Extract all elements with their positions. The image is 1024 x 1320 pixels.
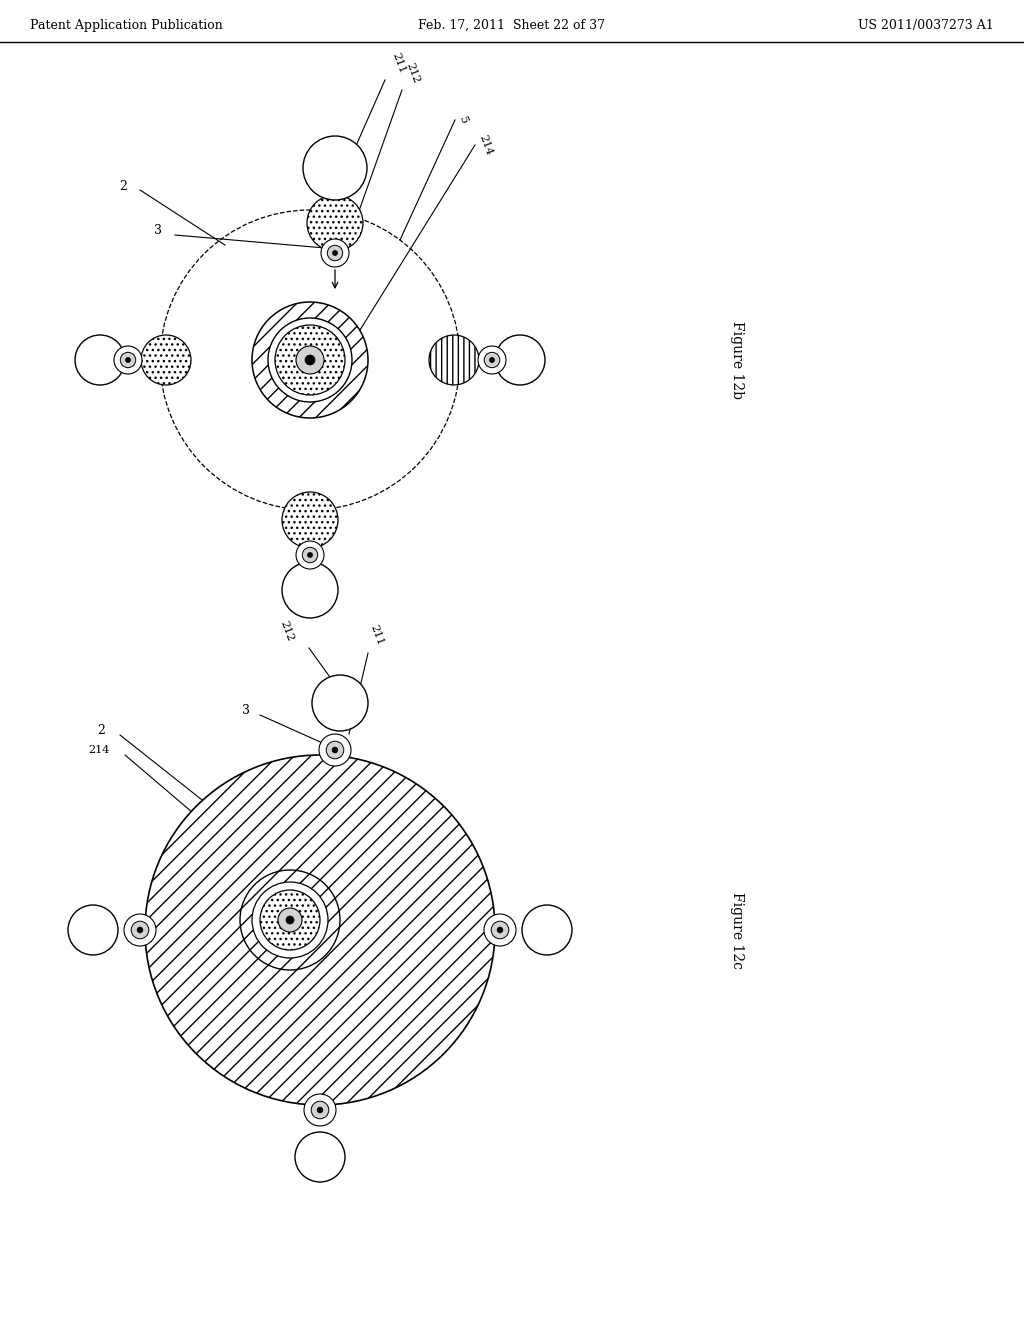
Circle shape [484,352,500,368]
Circle shape [312,675,368,731]
Circle shape [260,890,319,950]
Circle shape [282,492,338,548]
Circle shape [145,755,495,1105]
Text: 5: 5 [457,115,469,125]
Circle shape [307,195,362,251]
Circle shape [305,355,315,366]
Text: 3: 3 [154,223,162,236]
Circle shape [114,346,142,374]
Circle shape [296,541,324,569]
Circle shape [126,358,130,363]
Circle shape [321,239,349,267]
Circle shape [478,346,506,374]
Text: 212: 212 [404,62,421,84]
Circle shape [240,870,340,970]
Text: 214: 214 [477,133,494,157]
Circle shape [302,548,317,562]
Text: 2: 2 [97,723,105,737]
Circle shape [484,913,516,946]
Circle shape [268,318,352,403]
Circle shape [75,335,125,385]
Text: 214: 214 [89,744,110,755]
Circle shape [489,358,495,363]
Circle shape [295,1133,345,1181]
Text: 3: 3 [242,704,250,717]
Circle shape [429,335,479,385]
Circle shape [303,136,367,201]
Circle shape [124,913,156,946]
Circle shape [282,562,338,618]
Circle shape [120,352,136,368]
Circle shape [332,747,338,752]
Circle shape [137,927,143,933]
Circle shape [296,346,324,374]
Circle shape [286,916,294,924]
Text: Patent Application Publication: Patent Application Publication [30,18,223,32]
Circle shape [311,1101,329,1119]
Circle shape [333,251,338,256]
Text: 211: 211 [390,51,407,75]
Circle shape [275,325,345,395]
Circle shape [328,246,343,261]
Circle shape [327,742,344,759]
Text: US 2011/0037273 A1: US 2011/0037273 A1 [858,18,994,32]
Text: Feb. 17, 2011  Sheet 22 of 37: Feb. 17, 2011 Sheet 22 of 37 [419,18,605,32]
Circle shape [495,335,545,385]
Circle shape [131,921,148,939]
Circle shape [307,553,312,557]
Circle shape [252,882,328,958]
Circle shape [68,906,118,954]
Text: 2: 2 [119,181,127,194]
Text: 211: 211 [368,623,385,647]
Circle shape [522,906,572,954]
Circle shape [278,908,302,932]
Circle shape [492,921,509,939]
Circle shape [141,335,191,385]
Circle shape [319,734,351,766]
Circle shape [252,302,368,418]
Text: Figure 12c: Figure 12c [730,891,744,969]
Circle shape [304,1094,336,1126]
Text: Figure 12b: Figure 12b [730,321,744,399]
Circle shape [317,1107,323,1113]
Text: 212: 212 [279,619,295,643]
Circle shape [497,927,503,933]
